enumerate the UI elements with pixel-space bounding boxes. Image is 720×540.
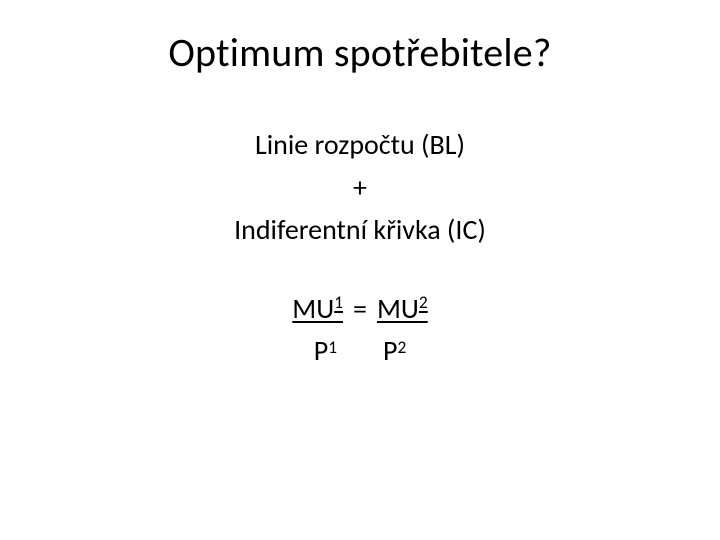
denominator-row: P1P2 <box>314 331 407 372</box>
fraction-left-top: MU1 <box>292 291 343 326</box>
mu-label-2: MU <box>377 291 419 326</box>
mu-index-2: 2 <box>419 291 428 313</box>
p-label-2: P <box>383 333 397 368</box>
equation-denominator-row: P1P2 <box>0 331 720 372</box>
line-budget: Linie rozpočtu (BL) <box>0 125 720 166</box>
mu-label-1: MU <box>292 291 334 326</box>
mu-index-1: 1 <box>334 291 343 313</box>
p-index-2: 2 <box>397 336 406 358</box>
p-index-1: 1 <box>328 336 337 358</box>
equation-numerator-row: MU1=MU2 <box>0 289 720 330</box>
p-label-1: P <box>314 333 328 368</box>
fraction-right-top: MU2 <box>377 291 428 326</box>
equals-sign: = <box>353 291 367 326</box>
slide-title: Optimum spotřebitele? <box>0 28 720 77</box>
slide: Optimum spotřebitele? Linie rozpočtu (BL… <box>0 28 720 540</box>
slide-body: Linie rozpočtu (BL) + Indiferentní křivk… <box>0 125 720 372</box>
line-indifference: Indiferentní křivka (IC) <box>0 210 720 251</box>
line-plus: + <box>0 168 720 209</box>
equation-row: MU1=MU2 <box>292 289 427 330</box>
spacer <box>0 253 720 287</box>
